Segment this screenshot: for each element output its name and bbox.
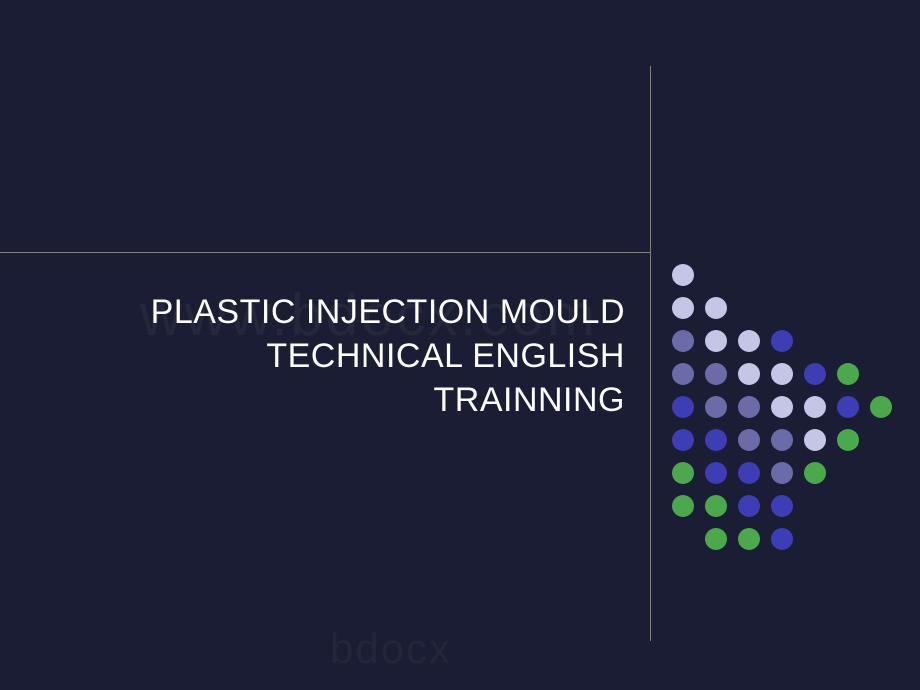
decorative-dot	[837, 462, 859, 484]
decorative-dot	[738, 528, 760, 550]
decorative-dot	[705, 462, 727, 484]
decorative-dot	[771, 363, 793, 385]
decorative-dot	[672, 330, 694, 352]
title-line-3: TRAINNING	[80, 378, 625, 422]
dot-row	[672, 528, 892, 550]
decorative-dot	[837, 495, 859, 517]
decorative-dot	[705, 528, 727, 550]
decorative-dot	[738, 429, 760, 451]
dot-row	[672, 330, 892, 352]
decorative-dot	[672, 264, 694, 286]
decorative-dot-pattern	[672, 264, 892, 561]
dot-row	[672, 396, 892, 418]
decorative-dot	[672, 495, 694, 517]
vertical-divider	[650, 66, 651, 641]
decorative-dot	[738, 330, 760, 352]
dot-row	[672, 495, 892, 517]
decorative-dot	[738, 495, 760, 517]
decorative-dot	[870, 429, 892, 451]
decorative-dot	[870, 462, 892, 484]
decorative-dot	[705, 330, 727, 352]
decorative-dot	[672, 363, 694, 385]
decorative-dot	[771, 429, 793, 451]
decorative-dot	[738, 396, 760, 418]
decorative-dot	[771, 495, 793, 517]
decorative-dot	[672, 396, 694, 418]
dot-row	[672, 462, 892, 484]
title-line-1: PLASTIC INJECTION MOULD	[80, 290, 625, 334]
decorative-dot	[804, 264, 826, 286]
decorative-dot	[771, 264, 793, 286]
decorative-dot	[870, 528, 892, 550]
decorative-dot	[837, 297, 859, 319]
decorative-dot	[738, 462, 760, 484]
decorative-dot	[870, 396, 892, 418]
decorative-dot	[837, 264, 859, 286]
decorative-dot	[837, 528, 859, 550]
dot-row	[672, 429, 892, 451]
decorative-dot	[804, 462, 826, 484]
decorative-dot	[672, 528, 694, 550]
decorative-dot	[870, 264, 892, 286]
decorative-dot	[804, 363, 826, 385]
decorative-dot	[870, 297, 892, 319]
decorative-dot	[870, 495, 892, 517]
decorative-dot	[804, 396, 826, 418]
decorative-dot	[837, 429, 859, 451]
horizontal-divider	[0, 252, 650, 253]
dot-row	[672, 363, 892, 385]
decorative-dot	[837, 396, 859, 418]
decorative-dot	[705, 297, 727, 319]
decorative-dot	[705, 264, 727, 286]
decorative-dot	[837, 330, 859, 352]
decorative-dot	[771, 462, 793, 484]
decorative-dot	[870, 363, 892, 385]
decorative-dot	[804, 495, 826, 517]
decorative-dot	[705, 396, 727, 418]
decorative-dot	[771, 528, 793, 550]
decorative-dot	[738, 264, 760, 286]
watermark-brand: bdocx	[330, 625, 452, 673]
decorative-dot	[705, 429, 727, 451]
decorative-dot	[771, 330, 793, 352]
decorative-dot	[705, 363, 727, 385]
decorative-dot	[672, 462, 694, 484]
decorative-dot	[804, 429, 826, 451]
decorative-dot	[771, 396, 793, 418]
decorative-dot	[804, 297, 826, 319]
slide-title-container: PLASTIC INJECTION MOULD TECHNICAL ENGLIS…	[80, 290, 625, 423]
decorative-dot	[705, 495, 727, 517]
decorative-dot	[672, 297, 694, 319]
decorative-dot	[870, 330, 892, 352]
decorative-dot	[672, 429, 694, 451]
title-line-2: TECHNICAL ENGLISH	[80, 334, 625, 378]
dot-row	[672, 297, 892, 319]
decorative-dot	[738, 297, 760, 319]
decorative-dot	[771, 297, 793, 319]
decorative-dot	[804, 528, 826, 550]
decorative-dot	[837, 363, 859, 385]
decorative-dot	[738, 363, 760, 385]
decorative-dot	[804, 330, 826, 352]
dot-row	[672, 264, 892, 286]
